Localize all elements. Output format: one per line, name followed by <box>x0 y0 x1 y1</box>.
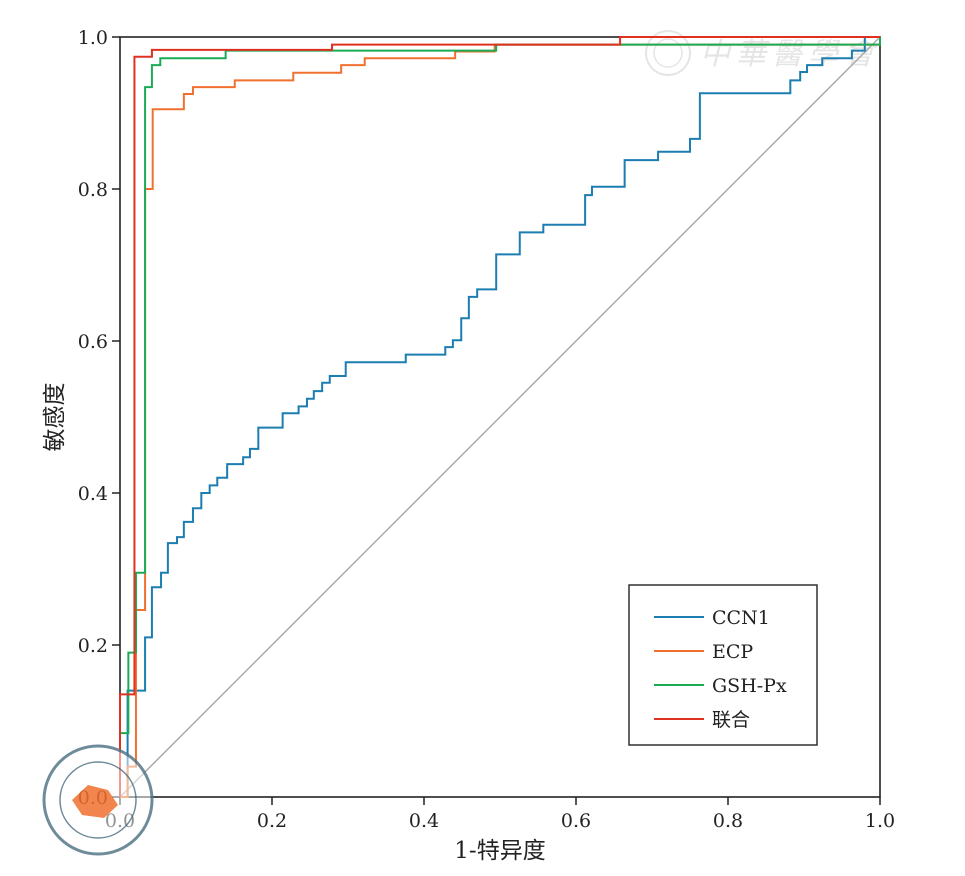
series-line-gsh-px <box>119 37 881 797</box>
svg-text:中華醫學會: 中華醫學會 <box>700 37 880 72</box>
x-tick-label: 0.4 <box>409 810 439 832</box>
x-tick-label: 0.8 <box>713 810 743 832</box>
x-axis-title: 1-特异度 <box>454 838 545 864</box>
y-tick-label: 0.6 <box>78 331 108 353</box>
y-tick-label: 1.0 <box>78 27 108 49</box>
plot-frame <box>119 36 881 798</box>
y-tick-label: 0.8 <box>78 179 108 201</box>
series-line-ccn1 <box>120 36 880 798</box>
legend-label: CCN1 <box>712 607 770 629</box>
legend-label: 联合 <box>712 709 750 731</box>
legend-label: ECP <box>712 641 753 663</box>
series-line-ecp <box>120 37 881 798</box>
reference-diagonal <box>119 36 881 798</box>
legend-label: GSH-Px <box>712 675 787 697</box>
y-tick-label: 0.4 <box>78 483 108 505</box>
watermark-logo: 中華醫學會 <box>645 30 880 76</box>
legend: CCN1 ECP GSH-Px 联合 <box>628 584 818 746</box>
x-tick-label: 0.2 <box>257 810 287 832</box>
watermark-seal <box>42 744 154 856</box>
x-tick-label: 0.6 <box>561 810 591 832</box>
x-tick-label: 1.0 <box>865 810 895 832</box>
series-line-- <box>119 36 880 797</box>
y-tick-label: 0.2 <box>78 635 108 657</box>
y-axis-title: 敏感度 <box>42 383 68 452</box>
